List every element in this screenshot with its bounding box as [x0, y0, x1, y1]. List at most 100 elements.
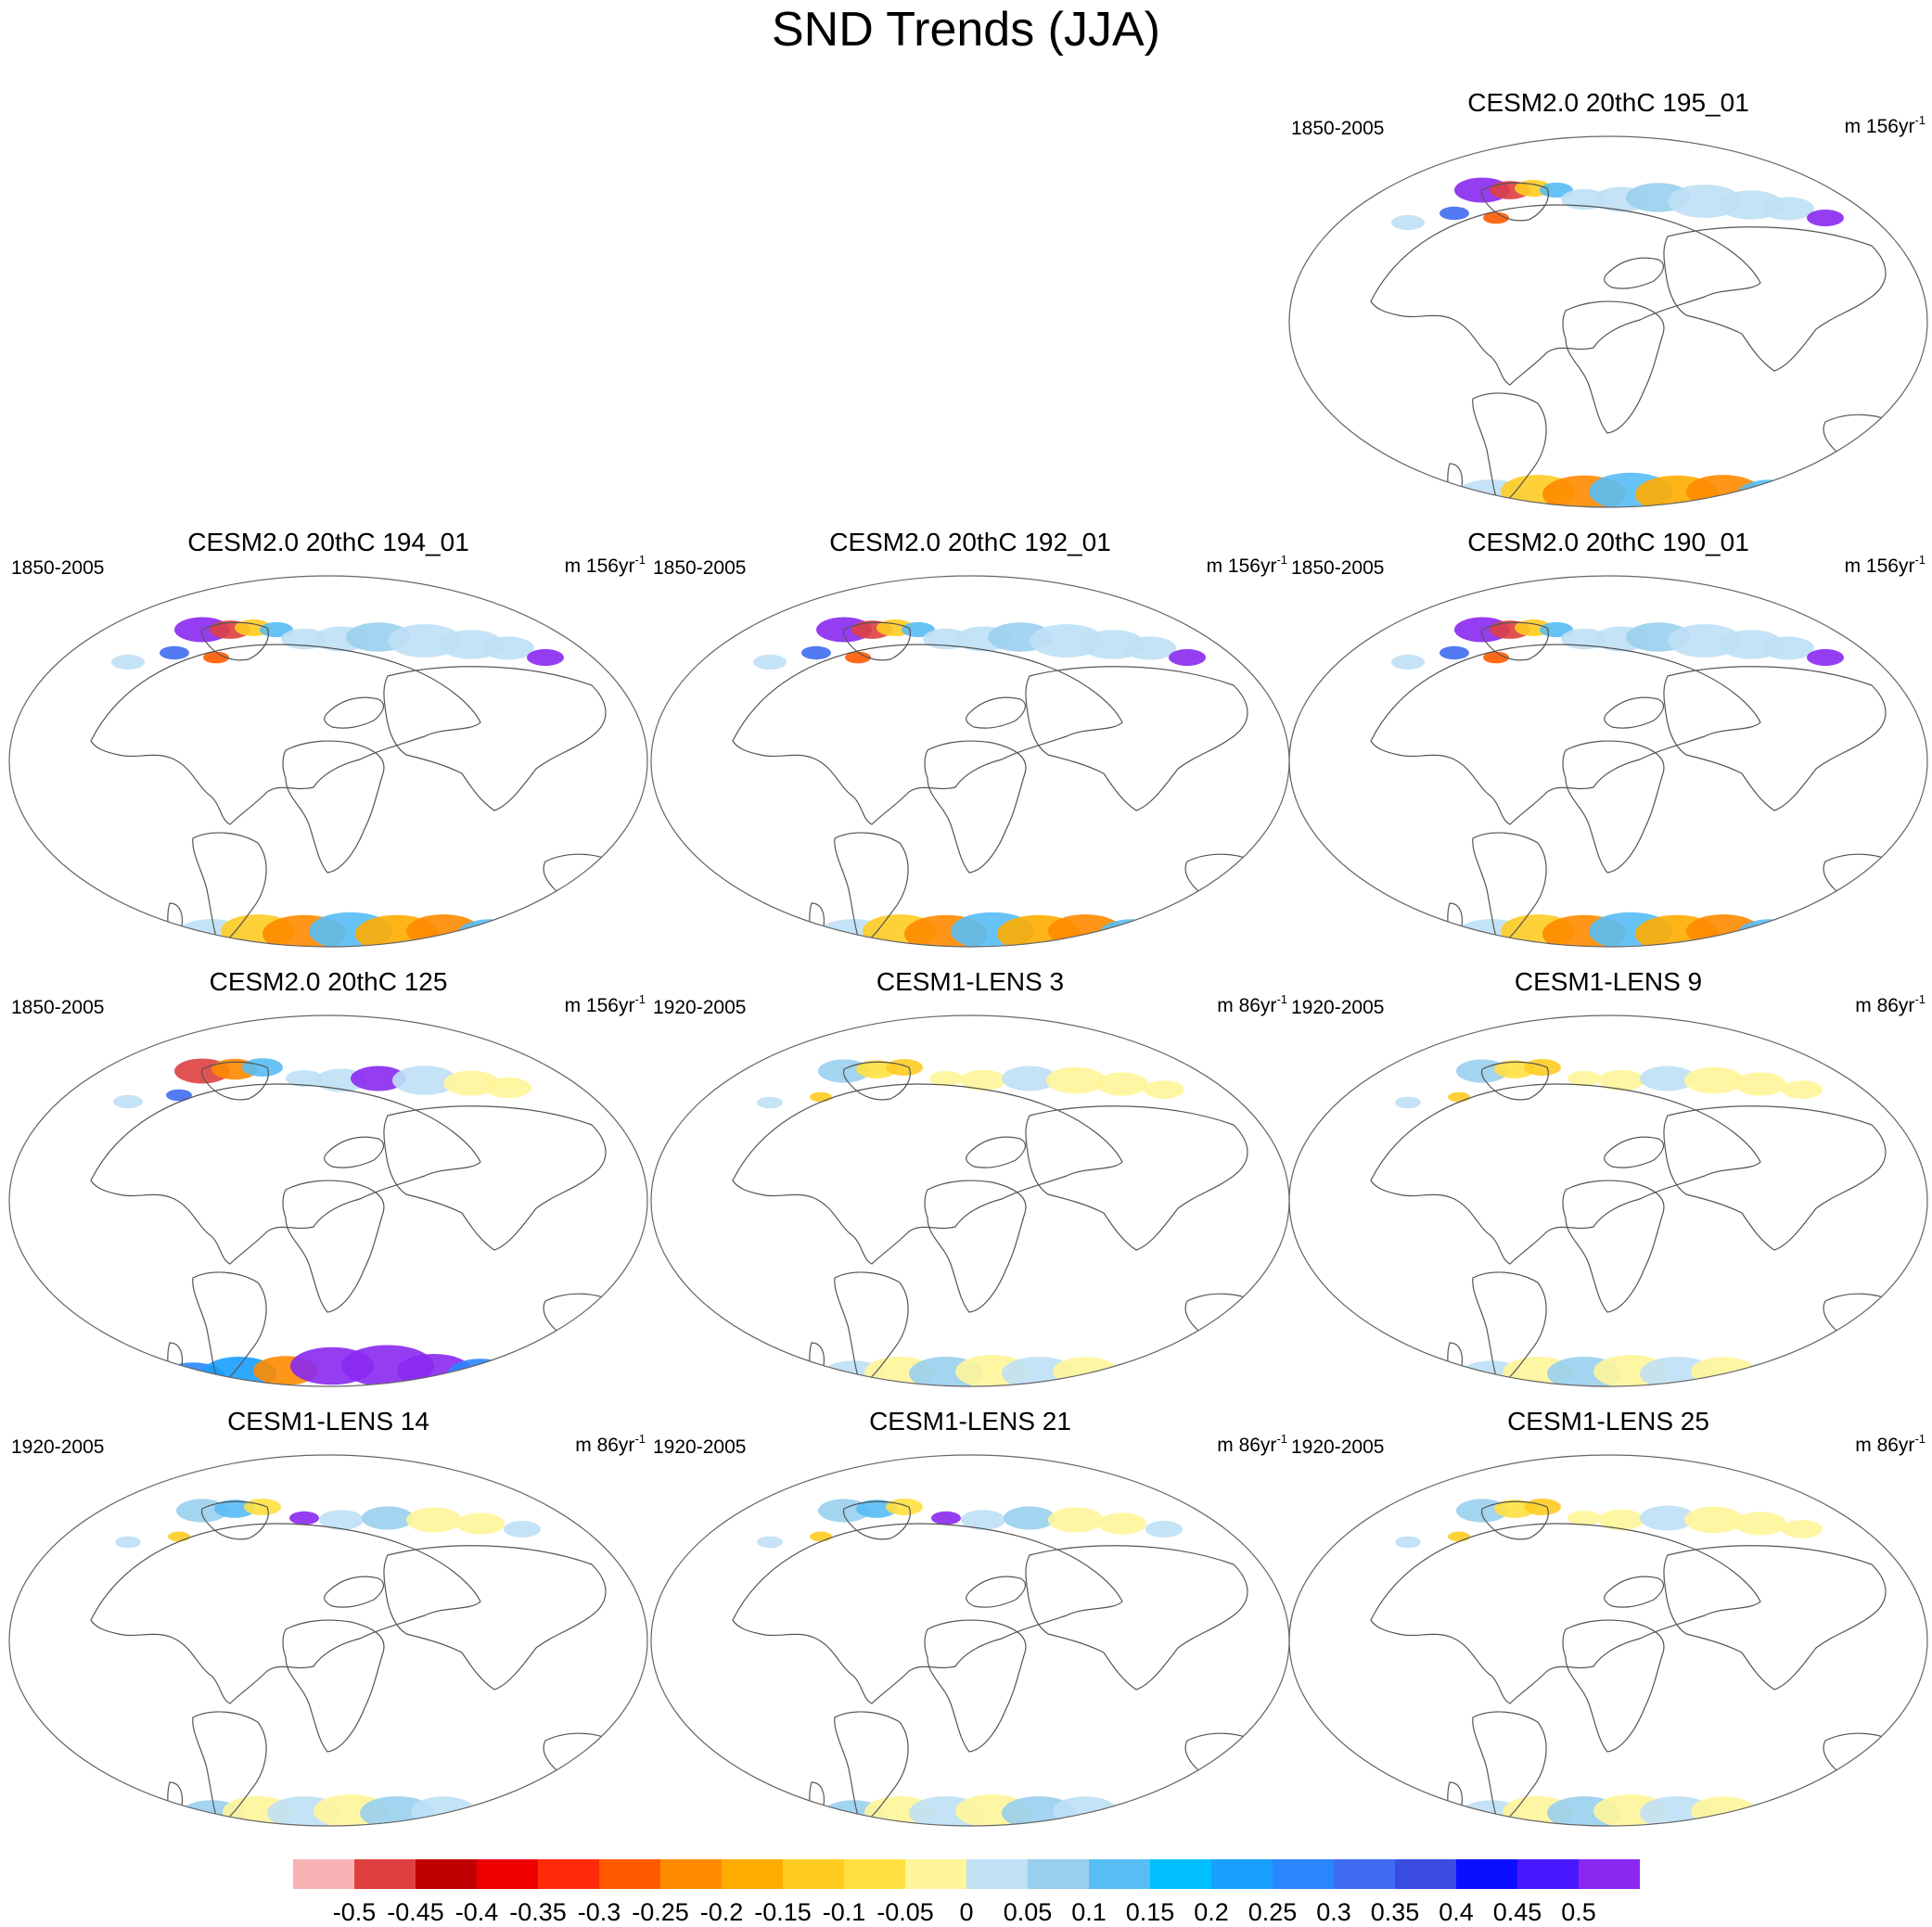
trend-blob [1782, 1080, 1823, 1099]
colorbar-label: -0.25 [632, 1898, 689, 1926]
colorbar-box [905, 1859, 966, 1889]
trend-blob [1640, 1505, 1695, 1531]
coastline [732, 1523, 1123, 1704]
figure-title: SND Trends (JJA) [772, 3, 1160, 57]
coastline [1604, 1136, 1665, 1168]
panel-units-text: m 156yr [1844, 555, 1915, 577]
coastline [90, 644, 481, 825]
trend-blob [494, 1366, 541, 1386]
panel-units-exponent: -1 [1914, 553, 1926, 567]
coastline [383, 666, 607, 811]
coastline [1480, 182, 1549, 222]
coastline [167, 902, 184, 940]
trend-blob [1448, 1531, 1470, 1542]
trend-blob [286, 1070, 323, 1087]
trend-blob [1784, 926, 1830, 947]
colorbar-box [599, 1859, 660, 1889]
trend-blob [1048, 914, 1122, 947]
panel-units: m 86yr-1 [1855, 993, 1926, 1017]
robinson-map [8, 1454, 648, 1827]
trend-blob [1145, 926, 1192, 947]
panel-units-exponent: -1 [634, 1432, 646, 1446]
trend-blob [1483, 211, 1509, 224]
trend-blob [443, 1070, 499, 1096]
panel-period: 1920-2005 [1291, 1436, 1385, 1458]
trend-blob [1686, 475, 1760, 507]
map-panel-cesm1-lens-25: CESM1-LENS 25 1920-2005 m 86yr-1 [1287, 1407, 1929, 1829]
trend-blob [456, 1512, 505, 1535]
trend-blob [1737, 479, 1802, 507]
trend-blob [960, 1069, 1006, 1091]
panel-period: 1850-2005 [1291, 118, 1385, 139]
trend-blob [757, 1096, 783, 1109]
map-panel-cesm1-lens-21: CESM1-LENS 21 1920-2005 m 86yr-1 [649, 1407, 1291, 1829]
panel-units-text: m 86yr [1217, 1435, 1277, 1456]
panel-title: CESM1-LENS 25 [1507, 1407, 1709, 1436]
coastline [324, 1136, 385, 1168]
panel-title: CESM2.0 20thC 192_01 [829, 528, 1111, 556]
trend-blob [1439, 645, 1469, 660]
panel-title: CESM2.0 20thC 194_01 [187, 528, 469, 556]
coastline [282, 1180, 385, 1313]
coastline [966, 696, 1027, 729]
panel-units-exponent: -1 [1276, 553, 1287, 567]
coastline [842, 621, 911, 661]
colorbar-box [1150, 1859, 1211, 1889]
coastline [1025, 666, 1248, 811]
coastline [1604, 257, 1665, 289]
trend-blob [886, 1059, 923, 1076]
coastline [1480, 621, 1549, 661]
coastline [1663, 1545, 1887, 1691]
colorbar-box [1028, 1859, 1089, 1889]
panel-title: CESM1-LENS 9 [1514, 967, 1703, 996]
trend-blob [168, 1531, 190, 1542]
coastline [200, 621, 269, 661]
trend-blob [1145, 1521, 1183, 1538]
trend-blob [1598, 1069, 1644, 1091]
colorbar-box [1273, 1859, 1334, 1889]
colorbar-label: 0.4 [1439, 1898, 1474, 1926]
robinson-map [8, 575, 648, 948]
trend-blob [111, 654, 145, 670]
trend-blob [1807, 649, 1844, 666]
robinson-map [1288, 1454, 1928, 1827]
trend-blob [1807, 210, 1844, 226]
trend-blob [757, 1536, 783, 1549]
coastline [732, 644, 1123, 825]
coastline [324, 1576, 385, 1608]
trend-blob [281, 628, 327, 650]
panel-period: 1850-2005 [11, 997, 105, 1018]
map-panel-cesm1-lens-9: CESM1-LENS 9 1920-2005 m 86yr-1 [1287, 967, 1929, 1389]
trend-blob [167, 932, 200, 947]
trend-blob [448, 1359, 513, 1386]
colorbar-label: -0.5 [332, 1898, 377, 1926]
coastline [324, 696, 385, 729]
trend-blob [1439, 206, 1469, 221]
panel-units-text: m 156yr [564, 555, 635, 577]
trend-blob [1053, 1796, 1118, 1826]
trend-blob [289, 1511, 319, 1525]
trend-blob [406, 914, 480, 947]
coastline [1447, 1781, 1464, 1819]
trend-blob [1195, 935, 1217, 946]
map-panel-cesm2-0-20thc-195-01: CESM2.0 20thC 195_01 1850-2005 m 156yr-1 [1287, 88, 1929, 510]
trend-blob [801, 645, 831, 660]
map-panel-cesm2-0-20thc-192-01: CESM2.0 20thC 192_01 1850-2005 m 156yr-1 [649, 528, 1291, 950]
trend-blob [810, 1531, 832, 1542]
map-border [650, 1015, 1290, 1387]
trend-blob [115, 1536, 141, 1549]
panel-units-text: m 156yr [1844, 116, 1915, 137]
map-border [1288, 575, 1928, 948]
map-border [650, 1454, 1290, 1827]
colorbar-label: -0.35 [509, 1898, 567, 1926]
panel-units-exponent: -1 [1914, 113, 1926, 127]
trend-blob [1524, 1499, 1561, 1515]
trend-blob [1691, 1357, 1756, 1386]
panel-units-exponent: -1 [634, 992, 646, 1006]
panel-units: m 156yr-1 [1844, 113, 1926, 138]
panel-units: m 156yr-1 [565, 992, 646, 1017]
trend-blob [392, 1066, 457, 1095]
map-panel-cesm2-0-20thc-125: CESM2.0 20thC 125 1850-2005 m 156yr-1 [7, 967, 649, 1389]
trend-blob [923, 628, 969, 650]
coastline [1472, 1271, 1547, 1385]
